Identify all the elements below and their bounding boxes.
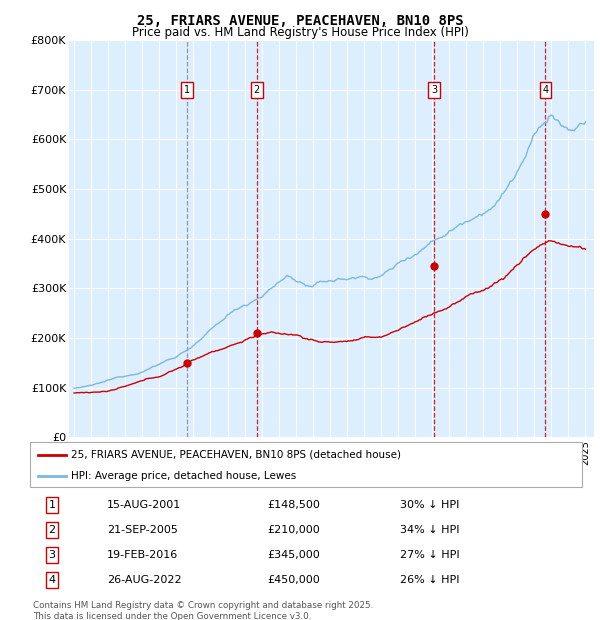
Text: 3: 3: [49, 550, 56, 560]
Text: 26% ↓ HPI: 26% ↓ HPI: [400, 575, 460, 585]
Text: 4: 4: [542, 85, 548, 95]
Text: 19-FEB-2016: 19-FEB-2016: [107, 550, 179, 560]
Text: 2: 2: [49, 525, 56, 535]
Text: £450,000: £450,000: [268, 575, 320, 585]
Text: 21-SEP-2005: 21-SEP-2005: [107, 525, 178, 535]
Text: HPI: Average price, detached house, Lewes: HPI: Average price, detached house, Lewe…: [71, 471, 296, 480]
Text: £345,000: £345,000: [268, 550, 320, 560]
Text: Contains HM Land Registry data © Crown copyright and database right 2025.
This d: Contains HM Land Registry data © Crown c…: [33, 601, 373, 620]
Text: 34% ↓ HPI: 34% ↓ HPI: [400, 525, 460, 535]
Text: 27% ↓ HPI: 27% ↓ HPI: [400, 550, 460, 560]
Text: £210,000: £210,000: [268, 525, 320, 535]
Text: 2: 2: [254, 85, 260, 95]
Text: £148,500: £148,500: [268, 500, 320, 510]
Text: 26-AUG-2022: 26-AUG-2022: [107, 575, 182, 585]
Text: 1: 1: [184, 85, 190, 95]
Text: 4: 4: [49, 575, 56, 585]
Text: 25, FRIARS AVENUE, PEACEHAVEN, BN10 8PS: 25, FRIARS AVENUE, PEACEHAVEN, BN10 8PS: [137, 14, 463, 28]
Text: Price paid vs. HM Land Registry's House Price Index (HPI): Price paid vs. HM Land Registry's House …: [131, 26, 469, 39]
Text: 3: 3: [431, 85, 437, 95]
Text: 1: 1: [49, 500, 56, 510]
Text: 25, FRIARS AVENUE, PEACEHAVEN, BN10 8PS (detached house): 25, FRIARS AVENUE, PEACEHAVEN, BN10 8PS …: [71, 450, 401, 459]
Text: 30% ↓ HPI: 30% ↓ HPI: [400, 500, 459, 510]
Text: 15-AUG-2001: 15-AUG-2001: [107, 500, 182, 510]
